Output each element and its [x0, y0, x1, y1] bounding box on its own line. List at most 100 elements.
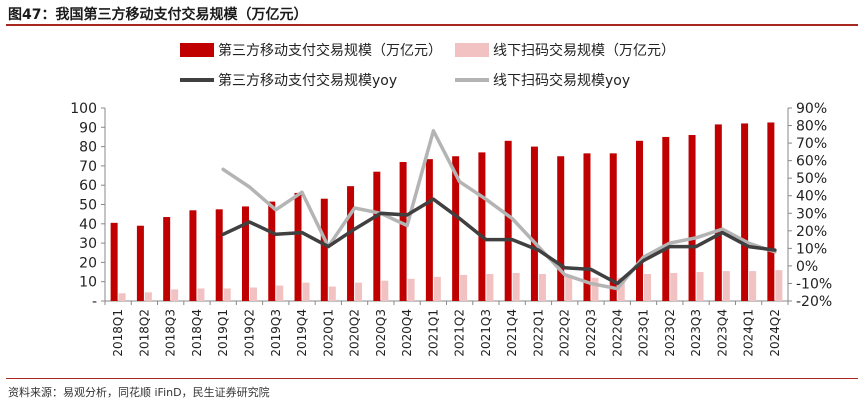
x-tick-label: 2023Q3: [689, 309, 703, 357]
y-left-tick-label: -: [92, 294, 97, 310]
y-right-tick-label: 70%: [796, 136, 827, 152]
legend-label: 第三方移动支付交易规模yoy: [218, 72, 397, 89]
lines: [221, 129, 777, 291]
x-tick-label: 2019Q1: [216, 309, 230, 357]
bar-mobile-payment: [583, 153, 591, 301]
y-right-tick-label: 60%: [796, 154, 827, 170]
y-right-tick-label: -20%: [796, 294, 832, 310]
bar-mobile-payment: [688, 135, 696, 301]
bar-mobile-payment: [504, 140, 512, 301]
bar-mobile-payment: [425, 159, 433, 301]
y-right-tick-label: 90%: [796, 101, 827, 117]
x-tick-label: 2021Q1: [426, 309, 440, 357]
x-tick-label: 2024Q2: [768, 309, 782, 357]
title-rule: [6, 24, 858, 26]
bar-mobile-payment: [347, 186, 355, 301]
bar-offline-scan: [407, 278, 415, 301]
bar-mobile-payment: [110, 222, 118, 301]
x-tick-label: 2023Q4: [715, 309, 729, 357]
bar-mobile-payment: [399, 162, 407, 301]
bar-mobile-payment: [189, 210, 197, 301]
y-right-tick-label: 30%: [796, 206, 827, 222]
bar-mobile-payment: [294, 192, 302, 301]
bar-offline-scan: [197, 288, 205, 301]
bar-mobile-payment: [636, 140, 644, 301]
bar-offline-scan: [538, 273, 546, 301]
bar-offline-scan: [775, 270, 783, 301]
bar-offline-scan: [670, 273, 678, 301]
y-right-tick-label: 0%: [796, 259, 818, 275]
legend: 第三方移动支付交易规模（万亿元） 线下扫码交易规模（万亿元） 第三方移动支付交易规模…: [180, 42, 675, 89]
bar-offline-scan: [644, 273, 652, 301]
x-tick-label: 2020Q3: [374, 309, 388, 357]
x-tick-label: 2020Q4: [400, 309, 414, 357]
bar-mobile-payment: [767, 122, 775, 301]
bar-mobile-payment: [557, 156, 565, 301]
bar-offline-scan: [118, 293, 126, 301]
legend-swatch: [455, 43, 489, 57]
x-tick-label: 2023Q1: [637, 309, 651, 357]
bar-mobile-payment: [741, 123, 749, 301]
y-left-tick-label: 50: [79, 198, 97, 214]
legend-label: 第三方移动支付交易规模（万亿元）: [218, 42, 442, 59]
bar-offline-scan: [460, 274, 468, 301]
y-left-tick-label: 80: [79, 140, 97, 156]
x-tick-label: 2018Q4: [190, 309, 204, 357]
bar-mobile-payment: [241, 206, 249, 301]
chart-canvas: 第三方移动支付交易规模（万亿元） 线下扫码交易规模（万亿元） 第三方移动支付交易规模…: [70, 42, 832, 357]
x-tick-label: 2018Q3: [164, 309, 178, 357]
x-tick-label: 2022Q3: [584, 309, 598, 357]
x-tick-label: 2024Q1: [742, 309, 756, 357]
bar-offline-scan: [276, 285, 284, 301]
bar-mobile-payment: [478, 152, 486, 301]
bar-offline-scan: [591, 277, 599, 301]
line-offline-scan-yoy: [221, 129, 777, 291]
bar-mobile-payment: [714, 124, 722, 301]
legend-swatch: [180, 43, 214, 57]
bar-offline-scan: [617, 277, 625, 301]
x-tick-label: 2021Q4: [505, 309, 519, 357]
x-tick-label: 2022Q4: [610, 309, 624, 357]
line-mobile-payment-yoy: [221, 197, 777, 286]
y-right-tick-label: 40%: [796, 189, 827, 205]
bar-offline-scan: [328, 286, 336, 301]
x-tick-labels: 2018Q1 2018Q2 2018Q3 2018Q4 2019Q1 2019Q2 2019…: [111, 309, 782, 357]
bar-mobile-payment: [268, 201, 276, 301]
bar-offline-scan: [722, 271, 730, 301]
bar-mobile-payment: [452, 156, 460, 301]
bar-mobile-payment: [215, 209, 223, 301]
bars: [110, 122, 783, 301]
x-tick-label: 2019Q3: [269, 309, 283, 357]
bar-offline-scan: [249, 287, 257, 301]
x-tick-label: 2022Q2: [558, 309, 572, 357]
y-left-tick-label: 40: [79, 217, 97, 233]
bar-mobile-payment: [662, 136, 670, 301]
bar-mobile-payment: [163, 217, 171, 301]
x-tick-label: 2018Q2: [137, 309, 151, 357]
y-left-tick-label: 10: [79, 275, 97, 291]
bar-mobile-payment: [320, 198, 328, 301]
bar-offline-scan: [223, 288, 231, 301]
bar-mobile-payment: [530, 146, 538, 301]
x-tick-label: 2021Q3: [479, 309, 493, 357]
y-right-tick-label: -10%: [796, 276, 832, 292]
y-left-tick-label: 100: [70, 101, 97, 117]
y-left-tick-label: 70: [79, 159, 97, 175]
y-right-tick-label: 10%: [796, 241, 827, 257]
x-tick-label: 2020Q2: [348, 309, 362, 357]
bar-offline-scan: [381, 280, 389, 301]
y-right-tick-label: 50%: [796, 171, 827, 187]
bar-offline-scan: [512, 273, 520, 301]
bar-offline-scan: [171, 289, 179, 301]
bar-offline-scan: [696, 272, 704, 301]
x-tick-label: 2018Q1: [111, 309, 125, 357]
axes: - 10 20 30 40 50 60 70 80 90 100 -20% -10%0% 10%20% 30…: [70, 101, 832, 310]
legend-label: 线下扫码交易规模（万亿元）: [493, 42, 675, 59]
bar-offline-scan: [433, 276, 441, 301]
x-tick-label: 2023Q2: [663, 309, 677, 357]
bar-mobile-payment: [136, 225, 144, 301]
x-tick-label: 2021Q2: [453, 309, 467, 357]
x-tick-label: 2019Q2: [242, 309, 256, 357]
x-tick-label: 2020Q1: [321, 309, 335, 357]
x-tick-label: 2019Q4: [295, 309, 309, 357]
